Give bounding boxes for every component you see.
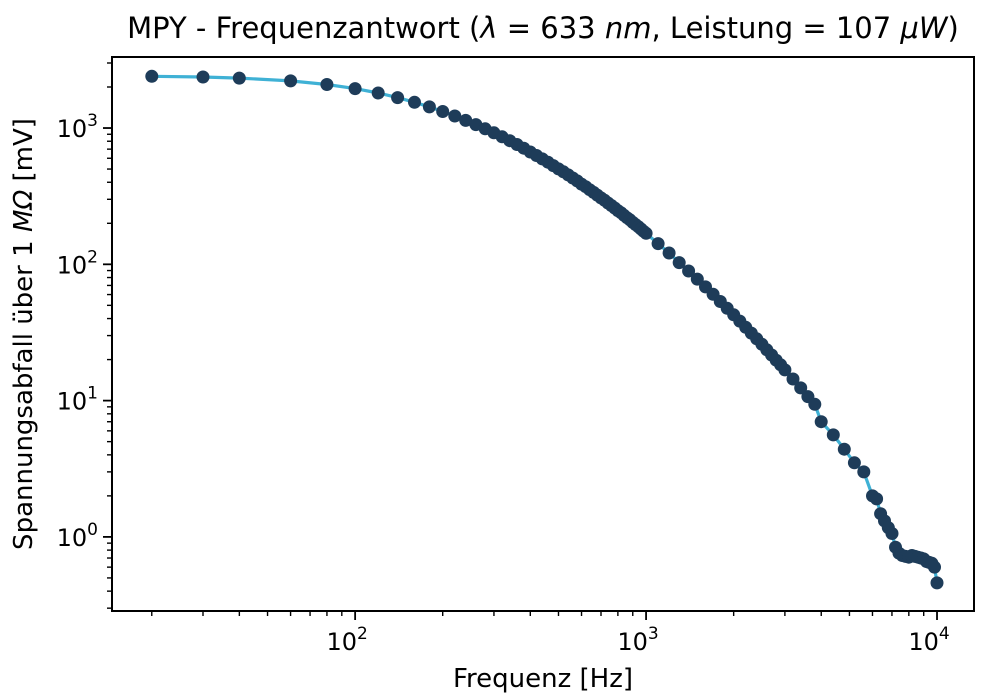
data-point [639,226,653,240]
data-point [814,415,828,429]
data-point [448,109,462,123]
y-tick-label: 102 [57,247,98,279]
data-point [928,560,941,574]
data-point [320,78,334,91]
data-point [847,456,861,470]
data-point [837,442,851,456]
data-point [870,492,884,506]
data-point [662,246,676,260]
data-point [885,527,899,540]
data-point [348,82,362,96]
data-point [371,86,385,100]
data-point [651,237,665,251]
data-point [391,91,405,105]
y-axis-label: Spannungsabfall über 1 MΩ [mV] [9,118,39,550]
data-point [682,264,696,278]
data-point [786,372,800,386]
y-axis-ticks: 100 101 102 103 [57,62,112,609]
data-point [284,74,298,88]
data-point [422,100,436,114]
y-tick-label: 101 [57,384,98,416]
x-axis-ticks: 102 103 104 [151,611,950,656]
data-point [857,465,871,479]
data-point [459,113,473,127]
data-point [794,381,808,395]
data-point [826,428,840,442]
data-point [145,69,159,83]
x-tick-label: 104 [908,624,949,656]
data-point [930,576,944,590]
x-axis-label: Frequenz [Hz] [453,664,633,694]
data-point [408,95,421,109]
chart-title: MPY - Frequenzantwort (λ = 633 nm, Leist… [127,11,959,45]
plot-area-border [111,56,975,612]
data-point [672,256,686,270]
data-point [778,363,792,377]
data-point [196,70,210,84]
data-point [690,272,704,286]
data-line [150,74,939,585]
data-point [436,105,450,118]
data-point [232,71,246,85]
data-points [145,69,944,590]
y-tick-label: 100 [57,520,98,552]
y-tick-label: 103 [57,111,98,143]
x-tick-label: 103 [617,624,658,656]
x-tick-label: 102 [326,624,367,656]
data-point [808,397,822,411]
